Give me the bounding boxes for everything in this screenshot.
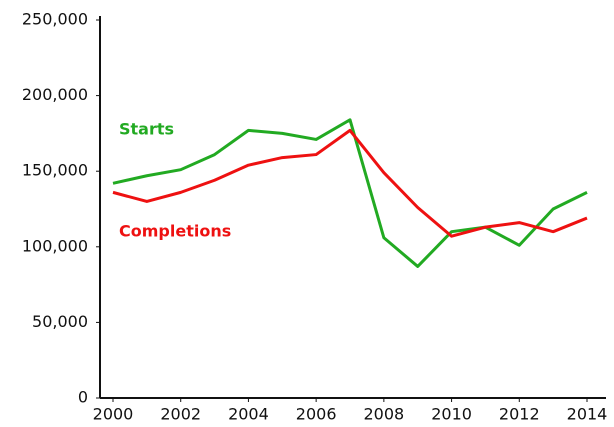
series-line [112, 118, 588, 268]
y-tick-label: 200,000 [22, 85, 88, 104]
x-tick-label: 2014 [567, 405, 608, 424]
y-tick-label: 150,000 [22, 161, 88, 180]
x-tick-label: 2002 [160, 405, 201, 424]
series-line [112, 128, 588, 238]
x-tick-label: 2008 [363, 405, 404, 424]
series-label: Starts [119, 120, 174, 139]
y-tick-label: 0 [78, 388, 88, 407]
y-tick-label: 100,000 [22, 236, 88, 255]
x-tick-label: 2012 [499, 405, 540, 424]
series-label: Completions [119, 222, 231, 241]
x-tick-label: 2004 [228, 405, 269, 424]
y-tick-label: 50,000 [32, 312, 88, 331]
x-tick-label: 2006 [296, 405, 337, 424]
y-tick-label: 250,000 [22, 10, 88, 29]
x-tick-label: 2010 [431, 405, 472, 424]
x-tick-label: 2000 [93, 405, 134, 424]
